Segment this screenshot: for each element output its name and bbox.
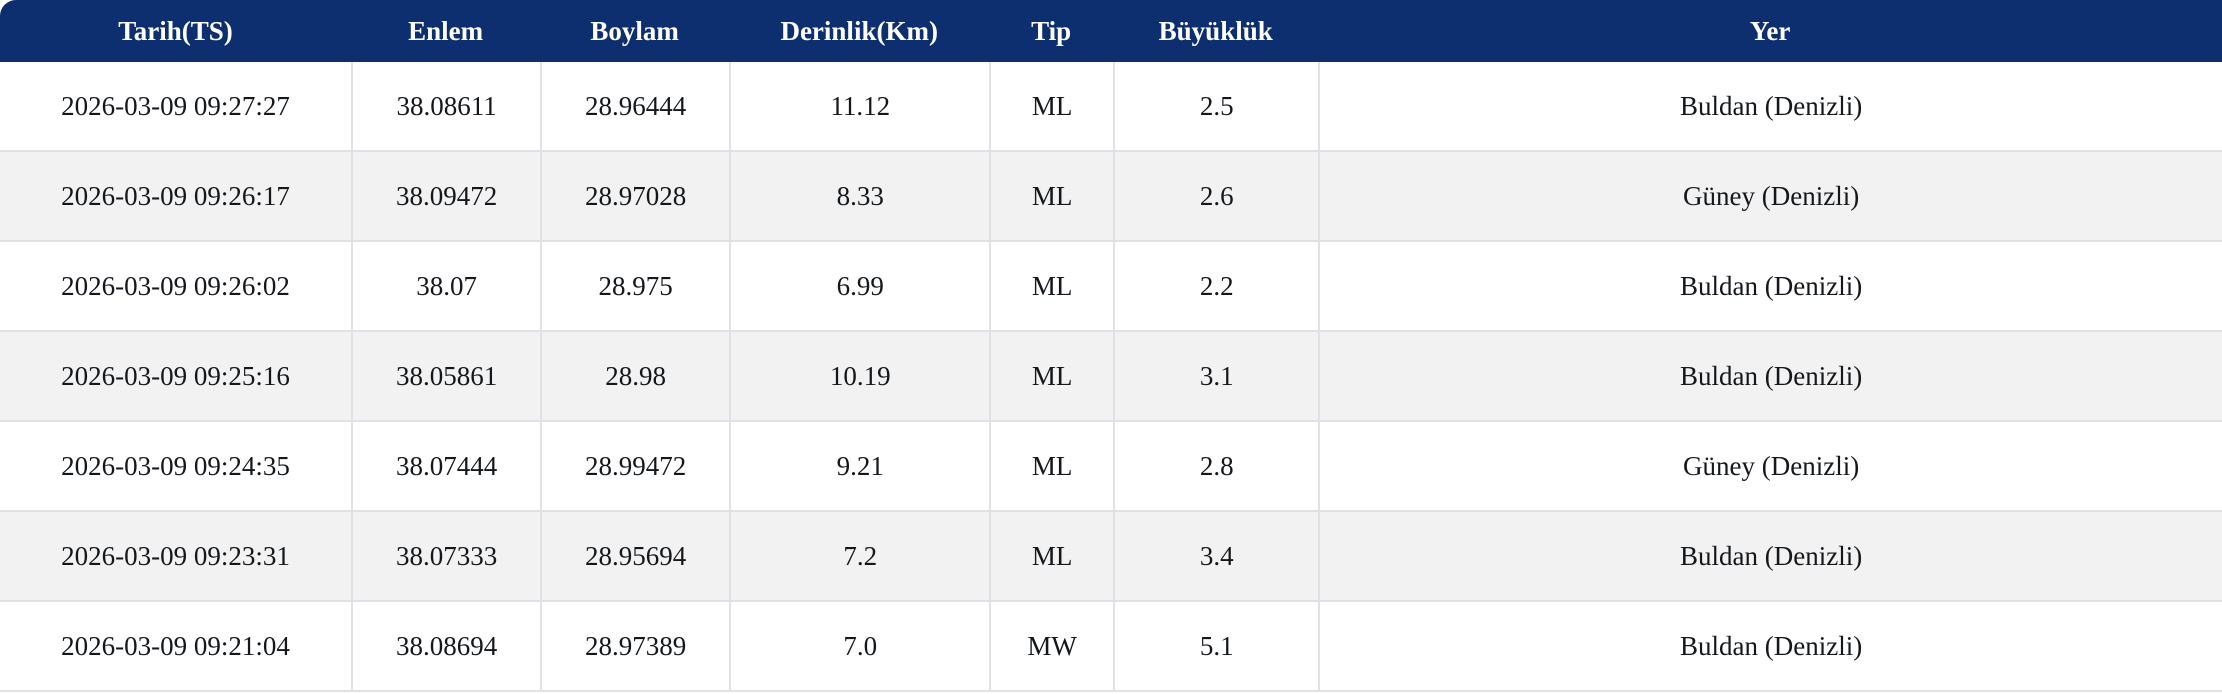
cell-type: MW [989, 602, 1114, 692]
column-header-latitude: Enlem [351, 0, 541, 62]
cell-date: 2026-03-09 09:24:35 [0, 422, 352, 512]
cell-latitude: 38.05861 [351, 332, 541, 422]
cell-latitude: 38.07444 [351, 422, 541, 512]
cell-longitude: 28.95694 [540, 512, 730, 602]
cell-date: 2026-03-09 09:27:27 [0, 62, 352, 152]
cell-latitude: 38.08694 [351, 602, 541, 692]
cell-longitude: 28.97389 [540, 602, 730, 692]
cell-place: Buldan (Denizli) [1318, 62, 2222, 152]
table-row: 2026-03-09 09:25:16 38.05861 28.98 10.19 ML 3… [0, 332, 2222, 422]
cell-type: ML [989, 332, 1114, 422]
cell-latitude: 38.07333 [351, 512, 541, 602]
table-row: 2026-03-09 09:26:17 38.09472 28.97028 8.33 M… [0, 152, 2222, 242]
cell-place: Buldan (Denizli) [1318, 332, 2222, 422]
cell-longitude: 28.96444 [540, 62, 730, 152]
cell-depth: 11.12 [729, 62, 990, 152]
cell-latitude: 38.09472 [351, 152, 541, 242]
cell-type: ML [989, 152, 1114, 242]
column-header-magnitude: Büyüklük [1113, 0, 1319, 62]
cell-latitude: 38.07 [351, 242, 541, 332]
cell-date: 2026-03-09 09:25:16 [0, 332, 352, 422]
cell-magnitude: 2.2 [1113, 242, 1319, 332]
cell-magnitude: 2.5 [1113, 62, 1319, 152]
column-header-depth: Derinlik(Km) [729, 0, 990, 62]
cell-place: Güney (Denizli) [1318, 152, 2222, 242]
cell-date: 2026-03-09 09:26:02 [0, 242, 352, 332]
cell-magnitude: 2.6 [1113, 152, 1319, 242]
table-header-row: Tarih(TS) Enlem Boylam Derinlik(Km) Tip … [0, 0, 2222, 62]
cell-type: ML [989, 62, 1114, 152]
cell-depth: 7.2 [729, 512, 990, 602]
cell-longitude: 28.98 [540, 332, 730, 422]
cell-type: ML [989, 422, 1114, 512]
earthquake-table-body: 2026-03-09 09:27:27 38.08611 28.96444 11.12… [0, 62, 2222, 692]
cell-depth: 10.19 [729, 332, 990, 422]
column-header-type: Tip [989, 0, 1114, 62]
cell-type: ML [989, 242, 1114, 332]
cell-place: Buldan (Denizli) [1318, 242, 2222, 332]
table-row: 2026-03-09 09:23:31 38.07333 28.95694 7.2 ML… [0, 512, 2222, 602]
column-header-place: Yer [1318, 0, 2222, 62]
cell-place: Buldan (Denizli) [1318, 602, 2222, 692]
cell-place: Buldan (Denizli) [1318, 512, 2222, 602]
cell-depth: 6.99 [729, 242, 990, 332]
cell-date: 2026-03-09 09:21:04 [0, 602, 352, 692]
cell-place: Güney (Denizli) [1318, 422, 2222, 512]
cell-longitude: 28.97028 [540, 152, 730, 242]
cell-latitude: 38.08611 [351, 62, 541, 152]
cell-longitude: 28.975 [540, 242, 730, 332]
cell-depth: 9.21 [729, 422, 990, 512]
table-row: 2026-03-09 09:21:04 38.08694 28.97389 7.0 MW… [0, 602, 2222, 692]
table-header: Tarih(TS) Enlem Boylam Derinlik(Km) Tip … [0, 0, 2222, 62]
table-row: 2026-03-09 09:24:35 38.07444 28.99472 9.21 M… [0, 422, 2222, 512]
column-header-longitude: Boylam [540, 0, 730, 62]
cell-magnitude: 5.1 [1113, 602, 1319, 692]
column-header-date: Tarih(TS) [0, 0, 352, 62]
cell-depth: 8.33 [729, 152, 990, 242]
cell-date: 2026-03-09 09:23:31 [0, 512, 352, 602]
cell-depth: 7.0 [729, 602, 990, 692]
cell-date: 2026-03-09 09:26:17 [0, 152, 352, 242]
cell-longitude: 28.99472 [540, 422, 730, 512]
table-row: 2026-03-09 09:27:27 38.08611 28.96444 11.12… [0, 62, 2222, 152]
cell-magnitude: 3.4 [1113, 512, 1319, 602]
cell-type: ML [989, 512, 1114, 602]
cell-magnitude: 2.8 [1113, 422, 1319, 512]
table-row: 2026-03-09 09:26:02 38.07 28.975 6.99 ML 2.2 B… [0, 242, 2222, 332]
cell-magnitude: 3.1 [1113, 332, 1319, 422]
